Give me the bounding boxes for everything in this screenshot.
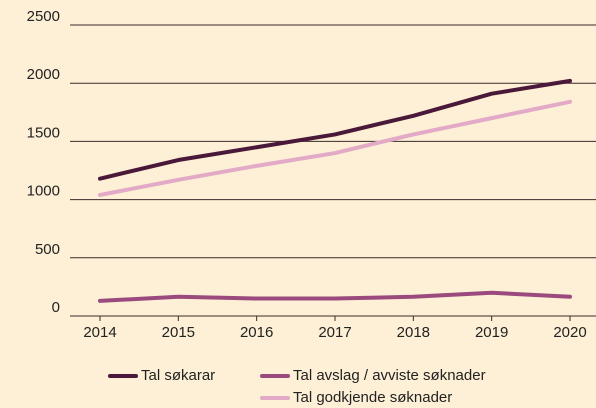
x-tick-label: 2015 <box>162 324 195 341</box>
y-tick-label: 0 <box>52 299 60 316</box>
legend-label: Tal søkarar <box>141 367 215 384</box>
y-tick-label: 2500 <box>27 8 60 25</box>
legend-label: Tal godkjende søknader <box>293 389 452 406</box>
series-line <box>98 78 572 181</box>
legend-label: Tal avslag / avviste søknader <box>293 367 486 384</box>
x-tick-label: 2016 <box>240 324 273 341</box>
x-tick-label: 2017 <box>318 324 351 341</box>
series-line <box>98 99 572 197</box>
y-tick-label: 500 <box>35 241 60 258</box>
x-tick-label: 2020 <box>553 324 586 341</box>
x-tick-label: 2018 <box>397 324 430 341</box>
x-tick-label: 2019 <box>475 324 508 341</box>
y-tick-label: 1000 <box>27 183 60 200</box>
y-tick-label: 2000 <box>27 66 60 83</box>
x-tick-label: 2014 <box>83 324 116 341</box>
y-tick-label: 1500 <box>27 124 60 141</box>
series-line <box>98 290 572 303</box>
